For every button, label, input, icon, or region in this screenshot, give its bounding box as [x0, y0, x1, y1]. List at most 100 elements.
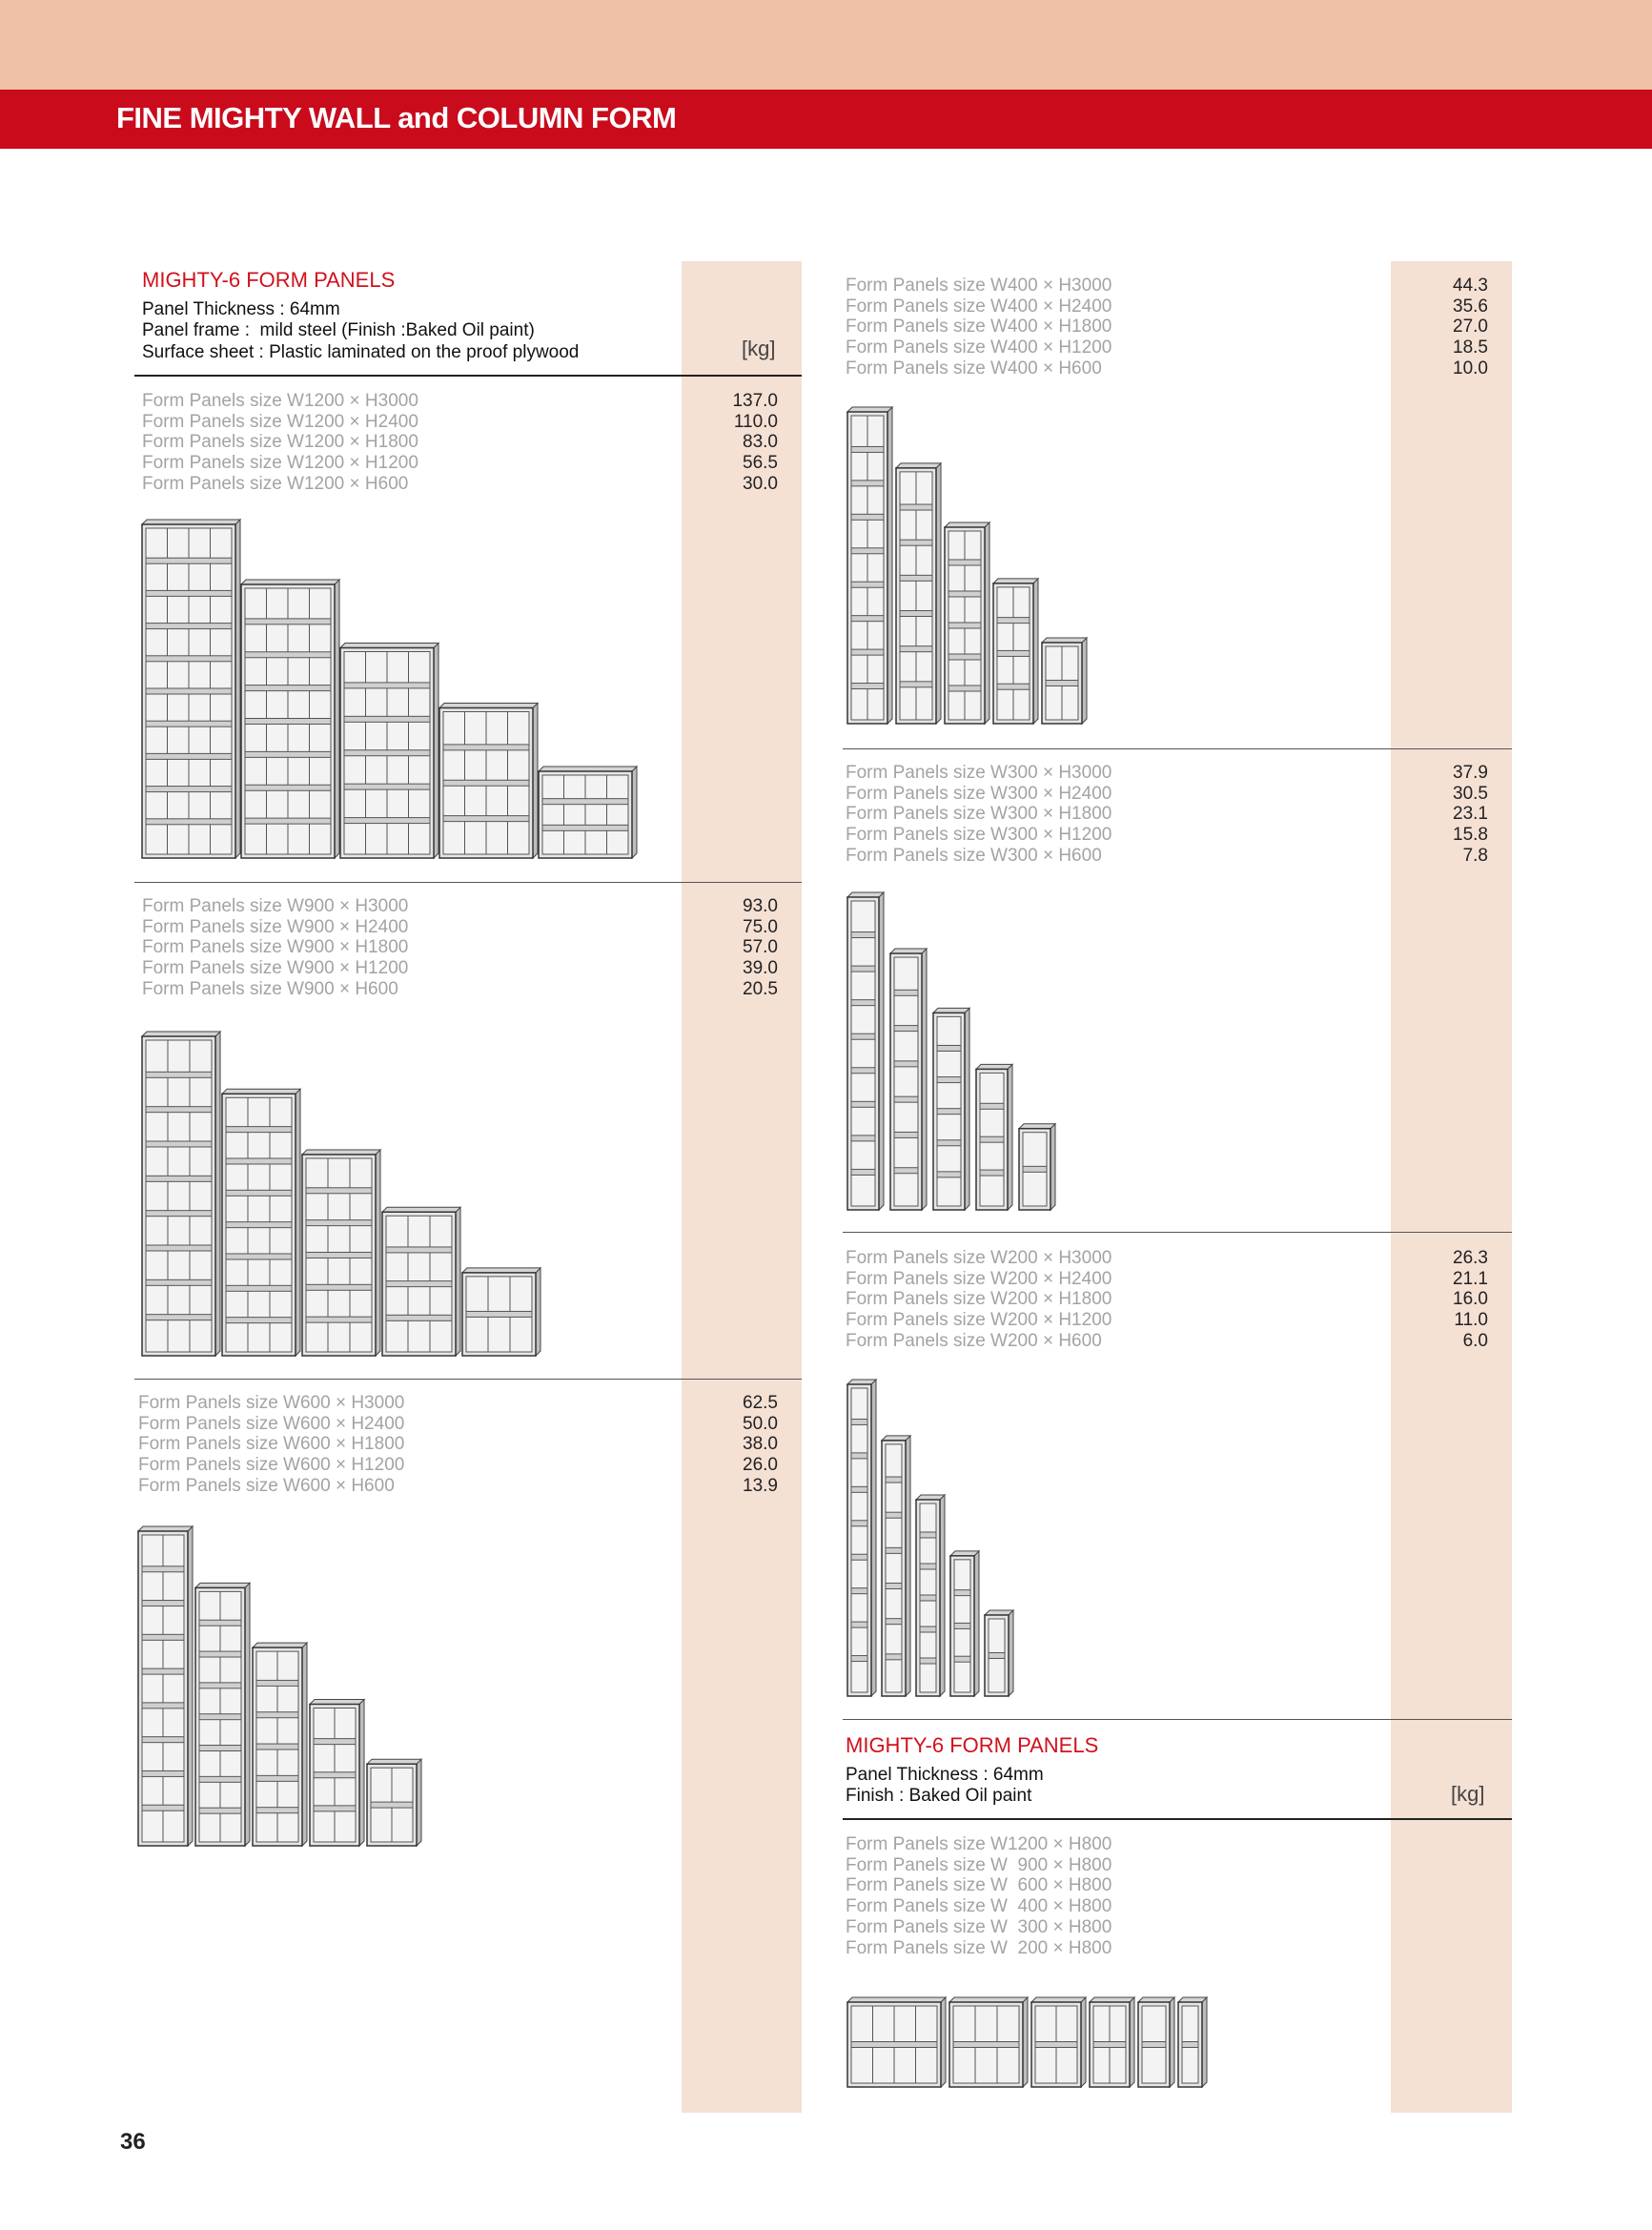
panel-drawing: [141, 1633, 185, 1641]
panel-drawing: [141, 1770, 185, 1777]
panel-drawing: [198, 1807, 242, 1814]
item-weight: 83.0: [743, 432, 778, 453]
item-weight: 35.6: [1453, 296, 1488, 317]
panel-drawing: [888, 948, 928, 954]
panel-drawing: [850, 1485, 868, 1493]
panel-drawing: [948, 622, 982, 629]
item-weight: 62.5: [743, 1393, 778, 1413]
item-weight: 7.8: [1462, 845, 1488, 866]
item-weight: 23.1: [1453, 804, 1488, 825]
panel-drawing: [885, 1618, 903, 1626]
panel-drawing: [305, 1283, 373, 1291]
panel-drawing: [141, 1804, 185, 1811]
item-weight: 13.9: [743, 1475, 778, 1496]
panel-drawing: [141, 1565, 185, 1573]
panel-drawing: [343, 783, 431, 790]
item-name: Form Panels size W 300 × H800: [846, 1916, 1112, 1937]
rule: [134, 375, 802, 377]
panel-drawing: [145, 1106, 213, 1114]
panel-drawing: [850, 480, 885, 487]
item-weight: 30.5: [1453, 783, 1488, 804]
panel-drawing: [225, 1284, 293, 1292]
item-weight: 21.1: [1453, 1268, 1488, 1289]
panel-drawing: [385, 1280, 453, 1288]
panel-drawing: [850, 1655, 868, 1663]
panel-drawing: [244, 718, 332, 725]
panel-drawing: [145, 786, 233, 793]
panel-drawing: [893, 1131, 919, 1138]
panel-drawing: [893, 956, 919, 1207]
rule: [134, 882, 802, 883]
panel-drawing: [313, 1738, 357, 1746]
panel-drawing: [850, 1418, 868, 1425]
panel-drawing: [244, 750, 332, 758]
panel-drawing: [370, 1801, 414, 1809]
item-name: Form Panels size W600 × H600: [138, 1475, 395, 1496]
panel-drawing: [442, 779, 530, 787]
panel-drawing: [936, 1076, 962, 1084]
panel-drawing: [1045, 679, 1079, 686]
panel-drawing: [365, 1758, 423, 1765]
panel-drawing: [305, 1251, 373, 1258]
item-weight: 110.0: [733, 411, 778, 432]
panel-drawing: [919, 1563, 937, 1570]
item-name: Form Panels size W200 × H1200: [846, 1310, 1112, 1331]
panel-drawing: [198, 1775, 242, 1783]
page-number: 36: [120, 2129, 146, 2155]
panel-drawing: [225, 1221, 293, 1229]
panel-drawing: [442, 815, 530, 823]
panel-drawing: [255, 1679, 299, 1687]
panel-drawing: [850, 900, 876, 1207]
panel-drawing: [541, 824, 629, 831]
panel-drawing: [979, 1135, 1005, 1143]
panel-drawing: [145, 1279, 213, 1286]
spec: Surface sheet : Plastic laminated on the…: [142, 342, 580, 362]
item-name: Form Panels size W200 × H3000: [846, 1248, 1112, 1268]
panel-drawing: [145, 1175, 213, 1182]
panel-drawing: [850, 1553, 868, 1561]
item-name: Form Panels size W300 × H600: [846, 845, 1102, 866]
panel-drawing: [244, 618, 332, 625]
item-weight: 10.0: [1453, 358, 1488, 378]
item-name: Form Panels size W200 × H600: [846, 1330, 1102, 1351]
panel-drawing: [1040, 637, 1089, 644]
spec: Finish : Baked Oil paint: [846, 1786, 1032, 1806]
panel-drawing: [145, 589, 233, 597]
item-name: Form Panels size W900 × H1800: [142, 937, 409, 958]
panel-drawing: [313, 1771, 357, 1779]
item-weight: 27.0: [1453, 317, 1488, 338]
panel-drawing: [936, 1044, 962, 1052]
panel-drawing: [244, 651, 332, 659]
item-name: Form Panels size W900 × H600: [142, 978, 398, 999]
panel-drawing: [850, 999, 876, 1007]
panel-drawing: [948, 685, 982, 692]
panel-drawing: [244, 784, 332, 791]
item-name: Form Panels size W400 × H1800: [846, 317, 1112, 338]
panel-drawing: [948, 559, 982, 566]
item-name: Form Panels size W600 × H3000: [138, 1393, 405, 1413]
item-name: Form Panels size W900 × H2400: [142, 916, 409, 937]
panel-drawing: [936, 1139, 962, 1147]
panel-drawing: [885, 1476, 903, 1483]
item-weight: 50.0: [743, 1413, 778, 1434]
item-name: Form Panels size W300 × H1200: [846, 825, 1112, 846]
panel-drawing: [145, 623, 233, 630]
rule: [843, 1719, 1512, 1720]
panel-drawing: [225, 1126, 293, 1134]
panel-drawing: [996, 683, 1030, 690]
panel-drawing: [244, 685, 332, 692]
panel-drawing: [850, 1621, 868, 1628]
panel-drawing: [244, 817, 332, 825]
panel-drawing: [974, 1063, 1014, 1070]
panel-drawing: [850, 1168, 876, 1176]
panel-drawing: [255, 1711, 299, 1719]
item-name: Form Panels size W300 × H3000: [846, 763, 1112, 783]
panel-drawing: [893, 1025, 919, 1033]
panel-drawing: [899, 503, 933, 511]
panel-drawing: [145, 655, 233, 663]
panel-drawing: [343, 817, 431, 825]
item-weight: 37.9: [1453, 763, 1488, 783]
panel-drawing: [145, 752, 233, 760]
item-weight: 75.0: [743, 916, 778, 937]
panel-drawing: [141, 1600, 185, 1607]
